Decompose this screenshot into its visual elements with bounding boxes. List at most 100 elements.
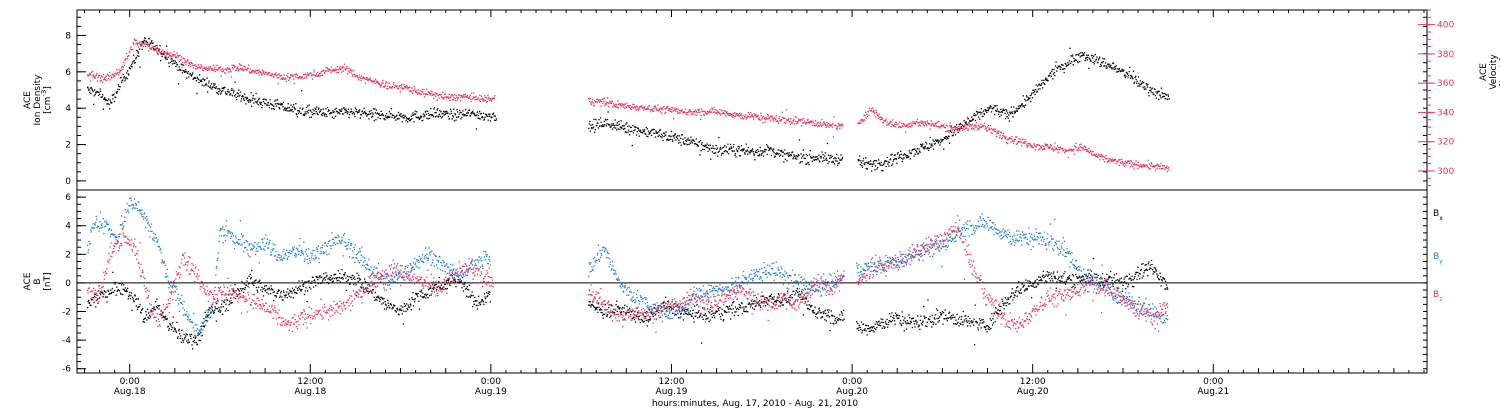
data-point [1126,161,1129,163]
data-point [608,105,610,108]
data-point [184,60,186,62]
data-point [680,137,682,139]
data-point [449,284,451,287]
data-point [98,285,100,287]
y-axis-title-line: ACE [23,272,33,290]
data-point [272,104,274,106]
data-point [312,108,314,111]
data-point [307,112,309,114]
data-point [430,294,432,296]
data-point [823,159,825,162]
data-point [760,306,762,308]
data-point [992,108,994,110]
data-point [727,308,730,310]
data-point [1052,73,1054,75]
data-point [743,308,745,310]
data-point [401,116,403,118]
data-point [228,294,230,296]
data-point [453,96,455,99]
data-point [858,159,860,161]
data-point [123,61,125,64]
data-point [365,78,367,80]
data-point [1047,79,1049,82]
data-point [1138,84,1140,86]
data-point [346,275,349,277]
data-point [445,110,447,113]
data-point [122,73,124,76]
data-point [742,149,745,151]
data-point [327,110,329,113]
data-point [1108,161,1110,163]
data-point [333,70,335,72]
data-point [1086,59,1088,61]
data-point [400,85,402,87]
data-point [890,125,892,128]
data-point [1011,140,1014,142]
data-point [348,71,350,73]
data-point [132,298,134,300]
data-point [419,115,422,117]
data-point [1053,68,1055,71]
data-point [470,100,472,103]
data-point [281,78,284,80]
data-point [692,317,695,319]
data-point [684,311,686,313]
data-point [786,301,788,303]
data-point [233,90,235,92]
data-point [181,72,184,74]
data-point [460,118,462,120]
data-point [1046,78,1048,80]
data-point [469,94,471,96]
data-point [647,130,650,132]
data-point [1123,165,1125,167]
y-axis-unit: [cm-3] [40,86,53,114]
data-point [200,331,202,334]
data-point [785,109,788,111]
data-point [493,97,495,99]
data-point [462,290,465,292]
data-point [757,114,759,116]
data-point [228,71,230,73]
data-point [254,72,256,74]
data-point [1142,80,1144,83]
data-point [605,119,607,121]
data-point [90,304,92,306]
data-point [434,111,436,114]
data-point [1164,92,1166,95]
data-point [141,48,143,51]
data-point [1118,164,1121,167]
data-point [185,69,187,71]
data-point [136,42,138,44]
data-point [375,298,377,300]
data-point [608,123,610,125]
data-point [452,99,455,101]
data-point [212,83,215,85]
data-point [677,135,679,137]
data-point [387,115,389,118]
data-point [723,151,725,153]
data-point [1104,158,1107,160]
data-point [618,307,620,309]
data-point [604,103,607,105]
data-point [922,143,924,145]
data-point [779,149,781,152]
data-point [810,306,812,308]
data-point [269,72,271,74]
data-point [295,113,297,115]
data-point [131,48,134,50]
data-point [196,343,199,345]
data-point [881,117,883,119]
data-point [255,69,257,71]
data-point [602,102,604,105]
data-point [367,292,369,294]
data-point [710,313,712,316]
data-point [139,41,141,43]
data-point [639,130,641,132]
data-point [200,64,202,66]
data-point [904,125,906,127]
data-point [229,300,231,302]
data-point [325,276,328,278]
data-point [1161,96,1164,98]
data-point [669,110,672,112]
data-point [1017,141,1019,143]
